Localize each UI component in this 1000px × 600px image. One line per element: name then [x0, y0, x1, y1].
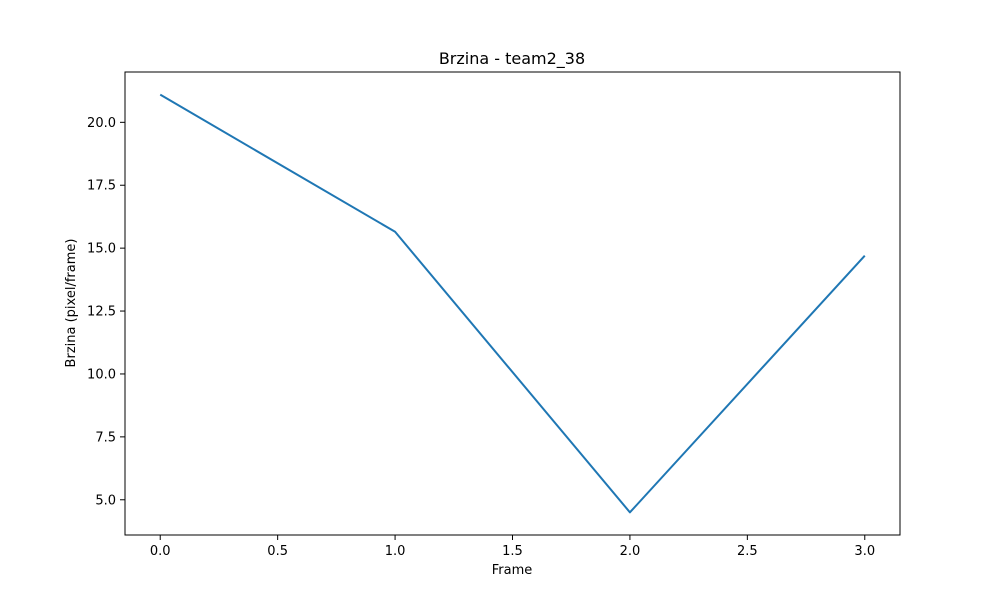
x-tick-label: 2.0	[620, 544, 641, 559]
x-tick-label: 0.0	[150, 544, 171, 559]
y-axis-label: Brzina (pixel/frame)	[64, 239, 79, 368]
y-tick-label: 7.5	[95, 430, 116, 445]
x-tick-label: 1.0	[385, 544, 406, 559]
y-tick-label: 10.0	[87, 367, 116, 382]
y-tick-label: 17.5	[87, 179, 116, 194]
y-tick-label: 12.5	[87, 305, 116, 320]
y-axis: 5.0 7.5 10.0 12.5 15.0 17.5 20.0	[87, 116, 125, 508]
y-tick-label: 5.0	[95, 493, 116, 508]
series-line	[159, 93, 866, 514]
x-axis: 0.0 0.5 1.0 1.5 2.0 2.5 3.0	[150, 535, 875, 559]
y-tick-label: 20.0	[87, 116, 116, 131]
x-tick-label: 0.5	[267, 544, 288, 559]
x-tick-label: 2.5	[737, 544, 758, 559]
x-tick-label: 3.0	[854, 544, 875, 559]
x-tick-label: 1.5	[502, 544, 523, 559]
y-tick-label: 15.0	[87, 242, 116, 257]
series-layer	[159, 93, 866, 514]
chart-title: Brzina - team2_38	[439, 49, 585, 69]
x-axis-label: Frame	[492, 563, 533, 578]
